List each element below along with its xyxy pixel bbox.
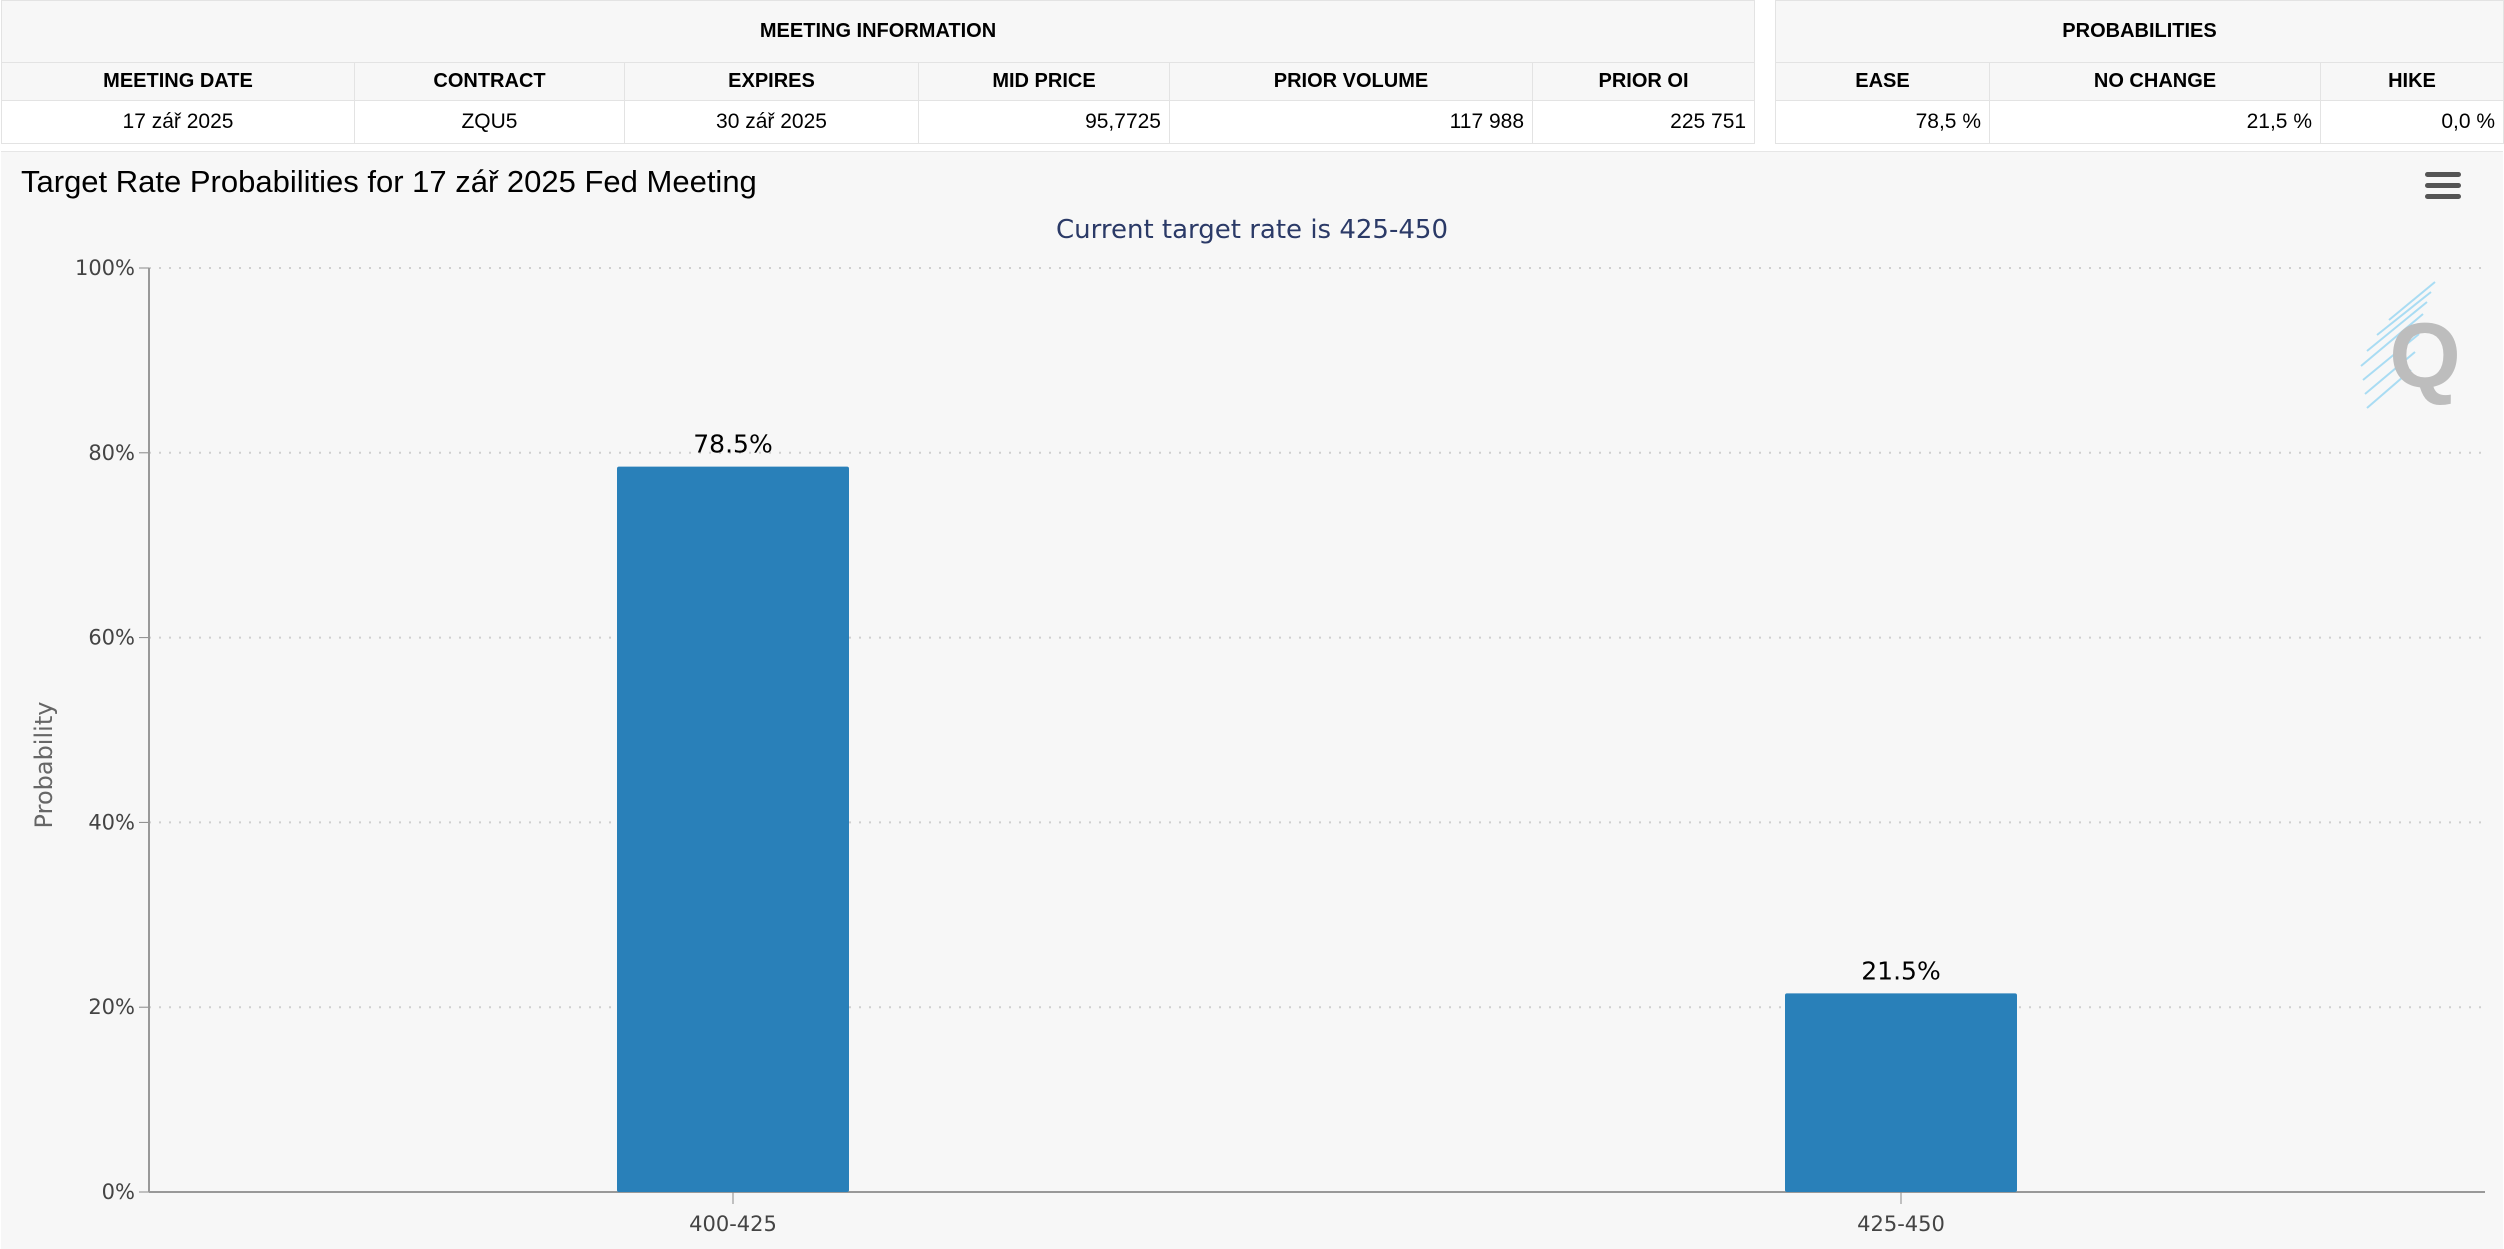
axes (139, 267, 2485, 1204)
col-no-change: NO CHANGE (1989, 62, 2321, 101)
hamburger-menu-icon[interactable] (2425, 172, 2461, 202)
bar-chart: Q Current target rate is 425-450 0% 20% 40%… (30, 215, 2485, 1236)
bars (617, 466, 2017, 1192)
col-mid-price: MID PRICE (918, 62, 1170, 101)
x-tick-label: 400-425 (689, 1212, 777, 1236)
chart-title: Target Rate Probabilities for 17 zář 202… (21, 164, 757, 199)
cell-contract: ZQU5 (354, 100, 625, 144)
col-prior-oi: PRIOR OI (1531, 62, 1756, 101)
cell-mid-price: 95,7725 (918, 100, 1170, 144)
cell-no-change: 21,5 % (1989, 100, 2321, 144)
y-tick-label: 100% (75, 256, 135, 280)
col-meeting-date: MEETING DATE (1, 62, 355, 101)
col-expires: EXPIRES (624, 62, 919, 101)
col-hike: HIKE (2319, 62, 2504, 101)
bar (617, 466, 849, 1192)
meeting-information-header: MEETING INFORMATION (0, 0, 1756, 63)
q-logo-icon: Q (2360, 281, 2461, 409)
y-tick-label: 80% (88, 441, 135, 465)
data-label: 78.5% (693, 430, 772, 459)
y-tick-label: 0% (102, 1180, 135, 1204)
probabilities-header: PROBABILITIES (1774, 0, 2504, 63)
y-tick-label: 40% (88, 810, 135, 834)
gridlines (149, 267, 2485, 1009)
cell-expires: 30 zář 2025 (624, 100, 919, 144)
col-prior-volume: PRIOR VOLUME (1169, 62, 1533, 101)
table-row: 78,5 % 21,5 % 0,0 % (1775, 100, 2504, 144)
svg-text:Q: Q (2389, 305, 2461, 407)
col-contract: CONTRACT (354, 62, 625, 101)
cell-meeting-date: 17 zář 2025 (1, 100, 355, 144)
labels: Current target rate is 425-450 0% 20% 40% 60… (30, 215, 1945, 1236)
meeting-information-table: MEETING INFORMATION MEETING DATE CONTRAC… (0, 0, 1756, 144)
table-row: 17 zář 2025 ZQU5 30 zář 2025 95,7725 117… (1, 100, 1756, 144)
probabilities-table: PROBABILITIES EASE NO CHANGE HIKE 78,5 %… (1774, 0, 2504, 144)
cell-hike: 0,0 % (2319, 100, 2504, 144)
y-tick-label: 20% (88, 995, 135, 1019)
cell-ease: 78,5 % (1775, 100, 1990, 144)
y-axis-title: Probability (30, 702, 58, 829)
x-tick-label: 425-450 (1857, 1212, 1945, 1236)
y-tick-label: 60% (88, 626, 135, 650)
bar (1785, 993, 2017, 1192)
cell-prior-volume: 117 988 (1169, 100, 1533, 144)
data-label: 21.5% (1861, 956, 1940, 985)
cell-prior-oi: 225 751 (1531, 100, 1756, 144)
chart-container: Q Current target rate is 425-450 0% 20% 40%… (1, 151, 2503, 1249)
chart-subtitle: Current target rate is 425-450 (1056, 215, 1448, 245)
col-ease: EASE (1775, 62, 1990, 101)
